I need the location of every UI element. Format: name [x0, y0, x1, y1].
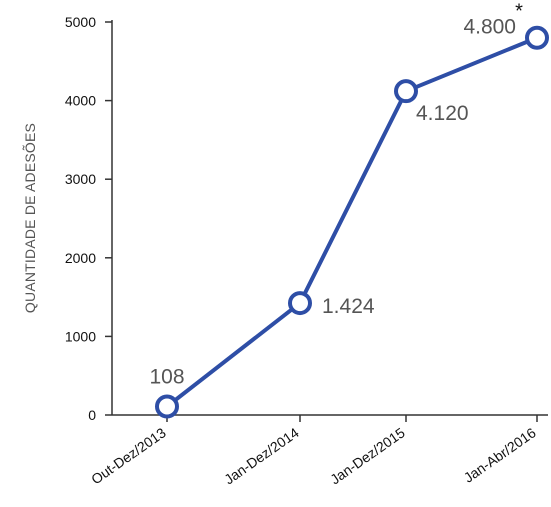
- y-axis-title: QUANTIDADE DE ADESÕES: [22, 123, 38, 313]
- data-point: [525, 25, 549, 50]
- x-tick-label: Out-Dez/2013: [88, 424, 169, 487]
- axes: [111, 20, 548, 416]
- footnote-asterisk: *: [515, 1, 523, 23]
- y-tick-label: 5000: [65, 14, 96, 30]
- y-tick-label: 2000: [65, 250, 96, 266]
- y-tick-label: 1000: [65, 328, 96, 344]
- x-axis-ticks: Out-Dez/2013 Jan-Dez/2014 Jan-Dez/2015 Jan-…: [88, 415, 539, 487]
- x-tick-label: Jan-Dez/2015: [327, 424, 408, 487]
- data-point: [288, 291, 312, 316]
- y-tick-label: 0: [88, 407, 96, 423]
- data-label: 4.800: [463, 16, 516, 39]
- series-group: [155, 25, 549, 419]
- data-labels: 108 1.424 4.120 4.800*: [149, 1, 523, 389]
- x-tick-label: Jan-Dez/2014: [221, 424, 302, 487]
- series-line: [165, 35, 538, 409]
- x-tick-label: Jan-Abr/2016: [461, 424, 539, 485]
- data-point: [394, 79, 418, 104]
- y-tick-label: 3000: [65, 171, 96, 187]
- data-label: 1.424: [322, 295, 375, 318]
- data-label: 108: [149, 366, 184, 389]
- data-point: [155, 394, 179, 419]
- data-label: 4.120: [416, 102, 469, 125]
- y-axis-ticks: 0 1000 2000 3000 4000 5000: [65, 14, 112, 423]
- y-tick-label: 4000: [65, 93, 96, 109]
